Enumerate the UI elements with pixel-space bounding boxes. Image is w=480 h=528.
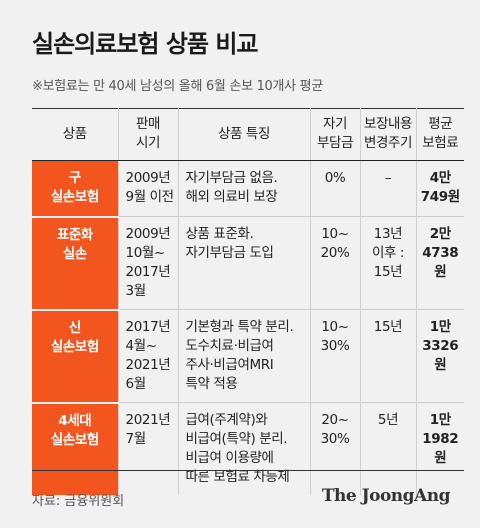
product-cell: 신 실손보험 bbox=[32, 308, 118, 403]
cycle-cell: 15년 bbox=[359, 309, 416, 403]
copay-cell: 0% bbox=[309, 160, 360, 217]
features-cell: 급여(주계약)와 비급여(특약) 분리. 비급여 이용량에 따른 보험료 차등제 bbox=[177, 402, 310, 495]
source-note: 자료: 금융위원회 bbox=[32, 494, 125, 509]
period-cell: 2009년 10월~ 2017년 3월 bbox=[117, 216, 178, 310]
publisher-logo: The JoongAng bbox=[321, 486, 451, 506]
header-row: 상품 판매 시기 상품 특징 자기 부담금 보장내용 변경주기 평균 보험료 bbox=[32, 108, 464, 161]
product-cell: 구 실손보험 bbox=[32, 160, 118, 217]
header-product: 상품 bbox=[32, 108, 118, 161]
premium-cell: 1만 1982원 bbox=[415, 402, 464, 495]
premium-cell: 4만 749원 bbox=[415, 160, 464, 217]
table-bottom-rule bbox=[32, 470, 464, 471]
period-cell: 2017년 4월~ 2021년 6월 bbox=[117, 309, 178, 403]
table-row: 신 실손보험 2017년 4월~ 2021년 6월 기본형과 특약 분리. 도수… bbox=[32, 308, 464, 403]
header-copay: 자기 부담금 bbox=[309, 108, 360, 161]
copay-cell: 10~ 20% bbox=[309, 216, 360, 310]
footnote: ※보험료는 만 40세 남성의 올해 6월 손보 10개사 평균 bbox=[32, 79, 323, 94]
product-cell: 표준화 실손 bbox=[32, 215, 118, 310]
period-cell: 2021년 7월 bbox=[117, 402, 178, 495]
header-premium: 평균 보험료 bbox=[415, 108, 464, 161]
cycle-cell: 13년 이후 : 15년 bbox=[359, 216, 416, 310]
header-features: 상품 특징 bbox=[177, 108, 310, 161]
table-row: 4세대 실손보험 2021년 7월 급여(주계약)와 비급여(특약) 분리. 비… bbox=[32, 401, 464, 495]
copay-cell: 10~ 30% bbox=[309, 309, 360, 403]
cycle-cell: – bbox=[359, 160, 416, 217]
header-period: 판매 시기 bbox=[117, 108, 178, 161]
features-cell: 자기부담금 없음. 해외 의료비 보장 bbox=[177, 160, 310, 217]
table-row: 표준화 실손 2009년 10월~ 2017년 3월 상품 표준화. 자기부담금… bbox=[32, 215, 464, 310]
features-cell: 상품 표준화. 자기부담금 도입 bbox=[177, 216, 310, 310]
period-cell: 2009년 9월 이전 bbox=[117, 160, 178, 217]
table-row: 구 실손보험 2009년 9월 이전 자기부담금 없음. 해외 의료비 보장 0… bbox=[32, 160, 464, 217]
comparison-table: 상품 판매 시기 상품 특징 자기 부담금 보장내용 변경주기 평균 보험료 구… bbox=[32, 108, 464, 495]
copay-cell: 20~ 30% bbox=[309, 402, 360, 495]
features-cell: 기본형과 특약 분리. 도수치료·비급여 주사·비급여MRI 특약 적용 bbox=[177, 309, 310, 403]
premium-cell: 2만 4738원 bbox=[415, 216, 464, 310]
premium-cell: 1만 3326원 bbox=[415, 309, 464, 403]
cycle-cell: 5년 bbox=[359, 402, 416, 495]
product-cell: 4세대 실손보험 bbox=[32, 401, 118, 495]
header-cycle: 보장내용 변경주기 bbox=[359, 108, 416, 161]
page-title: 실손의료보험 상품 비교 bbox=[32, 30, 259, 58]
